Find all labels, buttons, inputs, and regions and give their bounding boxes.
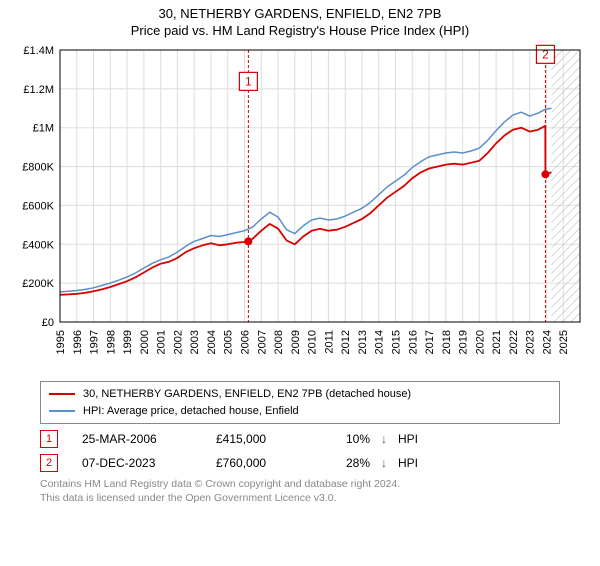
svg-text:2015: 2015: [390, 330, 402, 354]
footer-attribution: Contains HM Land Registry data © Crown c…: [40, 478, 560, 505]
svg-text:2005: 2005: [223, 330, 235, 354]
svg-text:2018: 2018: [441, 330, 453, 354]
svg-text:1996: 1996: [72, 330, 84, 354]
svg-text:2017: 2017: [424, 330, 436, 354]
svg-text:2007: 2007: [256, 330, 268, 354]
sale-row: 2 07-DEC-2023 £760,000 28% ↓ HPI: [40, 454, 560, 472]
svg-text:2013: 2013: [357, 330, 369, 354]
sale-date: 07-DEC-2023: [82, 456, 212, 470]
svg-text:£0: £0: [42, 317, 54, 329]
legend-label: HPI: Average price, detached house, Enfi…: [83, 403, 299, 420]
svg-text:2011: 2011: [323, 330, 335, 354]
sale-date: 25-MAR-2006: [82, 432, 212, 446]
legend-item: 30, NETHERBY GARDENS, ENFIELD, EN2 7PB (…: [49, 386, 551, 403]
svg-text:2004: 2004: [206, 330, 218, 354]
svg-text:2022: 2022: [508, 330, 520, 354]
svg-text:£1M: £1M: [33, 123, 54, 135]
svg-text:2023: 2023: [525, 330, 537, 354]
svg-text:£400K: £400K: [22, 239, 54, 251]
svg-text:£1.4M: £1.4M: [23, 45, 54, 57]
legend-label: 30, NETHERBY GARDENS, ENFIELD, EN2 7PB (…: [83, 386, 411, 403]
svg-text:2025: 2025: [558, 330, 570, 354]
svg-text:2010: 2010: [307, 330, 319, 354]
sale-hpi-label: HPI: [398, 432, 438, 446]
legend-swatch: [49, 393, 75, 395]
svg-text:2014: 2014: [374, 330, 386, 354]
sale-price: £760,000: [216, 456, 316, 470]
svg-text:£1.2M: £1.2M: [23, 84, 54, 96]
sale-pct: 10%: [320, 432, 370, 446]
sale-marker-icon: 2: [40, 454, 58, 472]
legend: 30, NETHERBY GARDENS, ENFIELD, EN2 7PB (…: [40, 381, 560, 424]
svg-text:2003: 2003: [189, 330, 201, 354]
svg-text:2001: 2001: [156, 330, 168, 354]
svg-text:1995: 1995: [55, 330, 67, 354]
sale-pct: 28%: [320, 456, 370, 470]
svg-text:2021: 2021: [491, 330, 503, 354]
svg-text:£800K: £800K: [22, 162, 54, 174]
sale-hpi-label: HPI: [398, 456, 438, 470]
chart-area: £0 £200K £400K £600K £800K £1M £1.2M £1.4M 1995 1…: [10, 42, 590, 377]
svg-text:2006: 2006: [240, 330, 252, 354]
footer-line1: Contains HM Land Registry data © Crown c…: [40, 478, 560, 492]
sales-table: 1 25-MAR-2006 £415,000 10% ↓ HPI 2 07-DEC-2023 £…: [40, 430, 560, 472]
svg-text:2016: 2016: [407, 330, 419, 354]
sale-arrow-icon: ↓: [374, 432, 394, 446]
svg-text:2008: 2008: [273, 330, 285, 354]
sale-arrow-icon: ↓: [374, 456, 394, 470]
svg-text:2024: 2024: [541, 330, 553, 354]
chart-title: 30, NETHERBY GARDENS, ENFIELD, EN2 7PB: [0, 6, 600, 21]
svg-text:2000: 2000: [139, 330, 151, 354]
sale-price: £415,000: [216, 432, 316, 446]
svg-text:2009: 2009: [290, 330, 302, 354]
svg-text:1997: 1997: [89, 330, 101, 354]
svg-text:1998: 1998: [105, 330, 117, 354]
chart-subtitle: Price paid vs. HM Land Registry's House …: [0, 23, 600, 38]
svg-text:1999: 1999: [122, 330, 134, 354]
svg-text:2: 2: [542, 47, 549, 61]
svg-text:£200K: £200K: [22, 278, 54, 290]
svg-text:2020: 2020: [474, 330, 486, 354]
footer-line2: This data is licensed under the Open Gov…: [40, 492, 560, 506]
svg-text:1: 1: [245, 74, 252, 88]
svg-text:2002: 2002: [172, 330, 184, 354]
line-chart: £0 £200K £400K £600K £800K £1M £1.2M £1.4M 1995 1…: [10, 42, 590, 377]
legend-item: HPI: Average price, detached house, Enfi…: [49, 403, 551, 420]
legend-swatch: [49, 410, 75, 412]
sale-marker-icon: 1: [40, 430, 58, 448]
sale-row: 1 25-MAR-2006 £415,000 10% ↓ HPI: [40, 430, 560, 448]
svg-text:2012: 2012: [340, 330, 352, 354]
svg-text:2019: 2019: [458, 330, 470, 354]
svg-text:£600K: £600K: [22, 200, 54, 212]
